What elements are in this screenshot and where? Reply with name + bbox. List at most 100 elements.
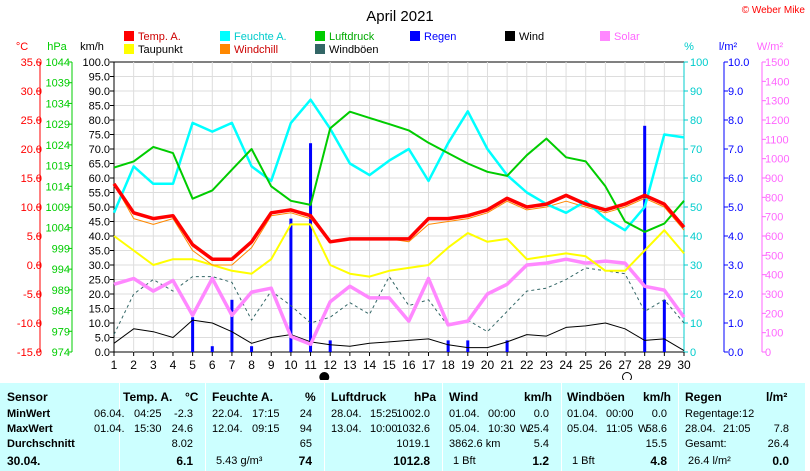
boeen-avg: 15.5: [645, 438, 667, 450]
wind-min-time: 00:00: [488, 408, 516, 420]
series-lines: [112, 98, 686, 352]
humidity-tick-label: 10: [690, 318, 702, 330]
pressure-tick-label: 1019: [46, 161, 70, 173]
solar-tick-label: 1500: [765, 57, 789, 69]
wind-tick-label: 75.0: [89, 130, 110, 142]
feuchte-abs: 5.43 g/m³: [216, 455, 263, 467]
legend-swatch: [505, 31, 515, 41]
feuchte-max-time: 09:15: [252, 423, 280, 435]
wind-tick-label: 20.0: [89, 289, 110, 301]
luft-unit: hPa: [414, 390, 437, 404]
pressure-tick-label: 1029: [46, 119, 70, 131]
temp-tick-label: 5.0: [27, 231, 42, 243]
pressure-tick-label: 999: [52, 243, 70, 255]
wind-tick-label: 40.0: [89, 231, 110, 243]
luft-title: Luftdruck: [331, 390, 387, 404]
rain-bar: [505, 340, 509, 352]
wind-unit: km/h: [524, 390, 553, 404]
rain-tick-label: 5.0: [728, 202, 743, 214]
legend-label: Taupunkt: [138, 44, 183, 56]
feuchte-title: Feuchte A.: [212, 390, 273, 404]
wind-min-date: 01.04.: [449, 408, 480, 420]
temp-unit: °C: [185, 390, 199, 404]
wind-max-date: 05.04.: [449, 423, 480, 435]
x-tick-label: 9: [268, 358, 275, 372]
rain-unit-label: l/m²: [719, 41, 738, 53]
series-line-windb-en: [113, 267, 685, 335]
x-tick-label: 25: [579, 358, 593, 372]
x-tick-label: 5: [189, 358, 196, 372]
series-line-taupunkt: [113, 223, 685, 278]
humidity-tick-label: 30: [690, 260, 702, 272]
rain-tick-label: 3.0: [728, 260, 743, 272]
x-tick-label: 16: [402, 358, 416, 372]
rain-bars: [191, 125, 666, 352]
rain-bar: [662, 299, 666, 352]
regen-max-date: 28.04.: [685, 423, 716, 435]
luft-max-date: 13.04.: [331, 423, 362, 435]
regen-max-time: 21:05: [723, 423, 751, 435]
new-moon-icon: [319, 372, 330, 380]
temp-tick-label: -10.0: [17, 318, 42, 330]
humidity-tick-label: 20: [690, 289, 702, 301]
rain-bar: [466, 340, 470, 352]
wind-tick-label: 25.0: [89, 275, 110, 287]
legend-swatch: [315, 31, 325, 41]
legend-label: Wind: [519, 31, 544, 43]
temp-tick-label: 0.0: [27, 260, 42, 272]
row-label-min: MinWert: [7, 408, 51, 420]
wind-title: Wind: [449, 390, 479, 404]
temp-tick-label: 30.0: [21, 86, 42, 98]
x-tick-label: 8: [248, 358, 255, 372]
x-tick-label: 13: [343, 358, 357, 372]
rain-bar: [446, 340, 450, 352]
rain-bar: [210, 346, 214, 352]
regen-tage-label: Regentage:: [685, 408, 742, 420]
wind-tick-label: 90.0: [89, 86, 110, 98]
temp-avg: 8.02: [171, 438, 193, 450]
rain-bar: [191, 317, 195, 352]
boeen-min-time: 00:00: [606, 408, 634, 420]
wind-tick-label: 5.0: [95, 333, 110, 345]
temp-max-time: 15:30: [134, 423, 162, 435]
solar-tick-label: 0: [765, 347, 771, 359]
credit-text: © Weber Mike: [742, 5, 806, 16]
x-tick-label: 2: [130, 358, 137, 372]
humidity-tick-label: 100: [690, 57, 708, 69]
temp-min-date-v: 06.04.: [94, 408, 125, 420]
x-tick-label: 6: [209, 358, 216, 372]
wind-tick-label: 50.0: [89, 202, 110, 214]
boeen-title: Windböen: [567, 390, 625, 404]
boeen-max-date: 05.04.: [567, 423, 598, 435]
wind-tick-label: 0.0: [95, 347, 110, 359]
boeen-max-dir: W: [638, 423, 649, 435]
wind-tick-label: 30.0: [89, 260, 110, 272]
luft-max-val: 1032.6: [396, 423, 430, 435]
legend-label: Temp. A.: [138, 31, 181, 43]
boeen-unit: km/h: [643, 390, 672, 404]
x-tick-label: 28: [638, 358, 652, 372]
regen-gesamt: 26.4: [767, 438, 789, 450]
x-tick-label: 17: [422, 358, 436, 372]
wind-avg: 5.4: [533, 438, 549, 450]
wind-distance: 3862.6 km: [449, 438, 501, 450]
regen-gesamt-label: Gesamt:: [685, 438, 727, 450]
statistics-table: Sensor MinWert MaxWert Durchschnitt 30.0…: [0, 383, 805, 471]
x-tick-label: 22: [520, 358, 534, 372]
solar-tick-label: 1200: [765, 115, 789, 127]
full-moon-icon: [622, 372, 632, 380]
temp-max-date: 01.04.: [94, 423, 125, 435]
legend-swatch: [315, 44, 325, 54]
legend-label: Windchill: [234, 44, 278, 56]
rain-tick-label: 7.0: [728, 144, 743, 156]
x-tick-label: 1: [111, 358, 118, 372]
legend-label: Regen: [424, 31, 456, 43]
series-line-solar: [113, 257, 686, 347]
temp-tick-label: -15.0: [17, 347, 42, 359]
feuchte-current: 74: [298, 454, 312, 468]
boeen-bft: 1 Bft: [572, 455, 595, 467]
wind-unit-label: km/h: [80, 41, 104, 53]
humidity-tick-label: 40: [690, 231, 702, 243]
x-tick-label: 12: [324, 358, 338, 372]
row-label-max: MaxWert: [7, 423, 53, 435]
